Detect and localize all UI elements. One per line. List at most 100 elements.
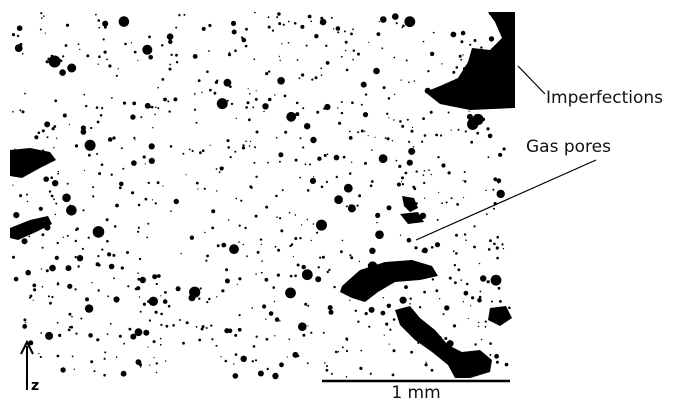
pore — [265, 72, 268, 75]
pore — [455, 234, 458, 237]
pore — [466, 283, 469, 286]
pore — [345, 50, 346, 51]
pore — [148, 347, 149, 348]
pore — [309, 163, 311, 165]
pore — [181, 253, 182, 254]
pore — [505, 363, 509, 367]
pore — [65, 44, 68, 47]
pore — [229, 52, 230, 53]
pore — [149, 365, 150, 366]
pore — [423, 182, 425, 184]
pore — [485, 321, 487, 323]
pore — [255, 98, 258, 101]
pore — [157, 274, 161, 278]
pore — [268, 70, 270, 72]
pore — [233, 373, 239, 379]
pore — [78, 43, 80, 45]
pore — [119, 186, 122, 189]
pore — [277, 249, 280, 252]
pore — [489, 342, 492, 345]
pore — [411, 130, 414, 133]
pore — [424, 134, 427, 137]
pore — [305, 163, 307, 165]
pore — [277, 12, 281, 16]
pore — [316, 220, 327, 231]
pore — [228, 53, 231, 56]
pore — [435, 289, 438, 292]
micrograph-figure: Imperfections Gas pores 1 mm z — [0, 0, 697, 401]
pore — [196, 182, 199, 185]
pore — [423, 291, 426, 294]
pore — [255, 359, 257, 361]
pore — [274, 301, 275, 302]
pore — [408, 148, 415, 155]
pore — [208, 298, 210, 300]
pore — [197, 188, 198, 189]
pore — [375, 137, 376, 138]
pore — [56, 138, 57, 139]
pore — [38, 132, 41, 135]
pore — [75, 288, 77, 290]
pore — [214, 92, 217, 95]
pore — [314, 34, 318, 38]
pore — [268, 16, 270, 18]
pore — [252, 106, 254, 108]
pore — [98, 172, 101, 175]
pore — [219, 171, 221, 173]
pore — [275, 195, 278, 198]
pore — [164, 291, 167, 294]
pore — [86, 54, 89, 57]
pore — [269, 311, 274, 316]
pore — [431, 369, 434, 372]
pore — [286, 112, 296, 122]
pore — [423, 174, 425, 176]
pore — [313, 223, 315, 225]
pore — [131, 160, 137, 166]
pore — [38, 353, 39, 354]
pore — [152, 127, 153, 128]
pore — [130, 114, 135, 119]
pore — [412, 127, 413, 128]
pore — [88, 154, 91, 157]
pore — [17, 25, 23, 31]
pore — [448, 112, 450, 114]
pore — [404, 285, 408, 289]
pore — [228, 219, 230, 221]
pore — [58, 171, 59, 172]
pore — [359, 367, 362, 370]
pore — [153, 357, 154, 358]
pore — [307, 219, 308, 220]
pore — [369, 248, 375, 254]
pore — [160, 344, 162, 346]
pore — [182, 153, 184, 155]
pore — [251, 307, 253, 309]
pore — [170, 145, 173, 148]
pore — [267, 368, 269, 370]
pore — [299, 177, 301, 179]
pore — [370, 373, 372, 375]
pore — [307, 325, 308, 326]
pore — [359, 261, 360, 262]
pore — [194, 93, 196, 95]
pore — [161, 78, 164, 81]
pore — [477, 298, 482, 303]
pore — [250, 187, 252, 189]
pore — [396, 22, 398, 24]
pore — [140, 116, 142, 118]
pore — [422, 117, 425, 120]
pore — [275, 246, 277, 248]
pore — [98, 55, 101, 58]
pore — [145, 103, 151, 109]
pore — [346, 69, 349, 72]
pore — [396, 160, 398, 162]
pore — [486, 127, 489, 130]
pore — [317, 157, 321, 161]
pore — [401, 79, 402, 80]
pore — [379, 154, 388, 163]
pore — [53, 198, 55, 200]
pore — [229, 244, 239, 254]
pore — [168, 305, 171, 308]
pore — [478, 326, 479, 327]
pore — [444, 305, 449, 310]
pore — [365, 312, 368, 315]
